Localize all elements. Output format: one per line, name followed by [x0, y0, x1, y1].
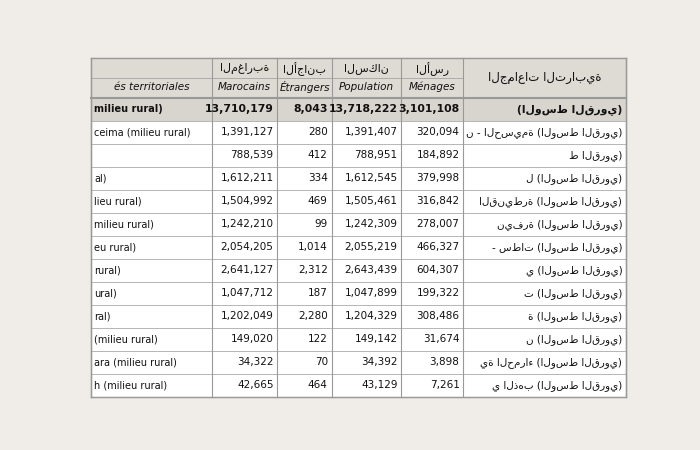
Text: Étrangers: Étrangers	[279, 81, 330, 93]
Text: 34,392: 34,392	[361, 357, 398, 367]
Text: 2,280: 2,280	[298, 311, 328, 321]
Bar	[92, 58, 626, 98]
Text: 1,047,899: 1,047,899	[344, 288, 398, 298]
Text: ي (الوسط القروي): ي (الوسط القروي)	[526, 265, 622, 276]
Text: - سطات (الوسط القروي): - سطات (الوسط القروي)	[491, 242, 622, 253]
Text: ل (الوسط القروي): ل (الوسط القروي)	[526, 173, 622, 184]
Text: 199,322: 199,322	[416, 288, 459, 298]
Text: 1,202,049: 1,202,049	[220, 311, 274, 321]
Text: ara (milieu rural): ara (milieu rural)	[94, 357, 177, 367]
Text: 1,505,461: 1,505,461	[344, 196, 398, 206]
Text: és territoriales: és territoriales	[113, 82, 189, 92]
Text: Ménages: Ménages	[409, 82, 456, 92]
Text: القنيطرة (الوسط القروي): القنيطرة (الوسط القروي)	[480, 196, 622, 207]
Text: lieu rural): lieu rural)	[94, 196, 142, 206]
Text: 280: 280	[308, 127, 328, 137]
Text: eu rural): eu rural)	[94, 242, 136, 252]
Text: ي الذهب (الوسط القروي): ي الذهب (الوسط القروي)	[492, 380, 622, 391]
Text: 2,054,205: 2,054,205	[220, 242, 274, 252]
Text: 1,204,329: 1,204,329	[344, 311, 398, 321]
Text: Population: Population	[339, 82, 394, 92]
Text: ط القروي): ط القروي)	[569, 150, 622, 161]
Text: 1,504,992: 1,504,992	[220, 196, 274, 206]
Text: 2,643,439: 2,643,439	[344, 265, 398, 275]
Text: الأجانب: الأجانب	[283, 62, 326, 76]
Text: (milieu rural): (milieu rural)	[94, 334, 158, 344]
Text: 7,261: 7,261	[430, 380, 459, 390]
Text: 184,892: 184,892	[416, 150, 459, 160]
Text: 34,322: 34,322	[237, 357, 274, 367]
Text: 149,020: 149,020	[230, 334, 274, 344]
Text: milieu rural): milieu rural)	[94, 219, 154, 230]
Text: السكان: السكان	[344, 63, 389, 74]
Text: ية الحمراء (الوسط القروي): ية الحمراء (الوسط القروي)	[480, 357, 622, 368]
Text: 469: 469	[308, 196, 328, 206]
Text: 70: 70	[314, 357, 328, 367]
Text: 31,674: 31,674	[423, 334, 459, 344]
Text: 379,998: 379,998	[416, 173, 459, 183]
Text: الجماعات الترابية: الجماعات الترابية	[488, 72, 601, 84]
Text: 2,641,127: 2,641,127	[220, 265, 274, 275]
Text: الأسر: الأسر	[416, 62, 449, 76]
Text: 1,391,407: 1,391,407	[344, 127, 398, 137]
Text: 187: 187	[308, 288, 328, 298]
Text: 1,612,545: 1,612,545	[344, 173, 398, 183]
Text: 13,710,179: 13,710,179	[204, 104, 274, 114]
Text: ن - الحسيمة (الوسط القروي): ن - الحسيمة (الوسط القروي)	[466, 127, 622, 138]
Text: 464: 464	[308, 380, 328, 390]
Text: rural): rural)	[94, 265, 121, 275]
Text: ceima (milieu rural): ceima (milieu rural)	[94, 127, 191, 137]
Text: 13,718,222: 13,718,222	[328, 104, 398, 114]
Text: 320,094: 320,094	[416, 127, 459, 137]
Bar	[92, 98, 626, 121]
Text: 149,142: 149,142	[354, 334, 398, 344]
Text: 278,007: 278,007	[416, 219, 459, 230]
Text: 788,951: 788,951	[354, 150, 398, 160]
Text: 412: 412	[308, 150, 328, 160]
Text: 122: 122	[308, 334, 328, 344]
Text: 604,307: 604,307	[416, 265, 459, 275]
Text: ت (الوسط القروي): ت (الوسط القروي)	[524, 288, 622, 299]
Text: 1,047,712: 1,047,712	[220, 288, 274, 298]
Text: 1,014: 1,014	[298, 242, 328, 252]
Text: 3,101,108: 3,101,108	[398, 104, 459, 114]
Text: 2,055,219: 2,055,219	[344, 242, 398, 252]
Text: 1,612,211: 1,612,211	[220, 173, 274, 183]
Text: 2,312: 2,312	[298, 265, 328, 275]
Text: 1,242,309: 1,242,309	[344, 219, 398, 230]
Text: نيفرة (الوسط القروي): نيفرة (الوسط القروي)	[496, 219, 622, 230]
Text: h (milieu rural): h (milieu rural)	[94, 380, 167, 390]
Text: al): al)	[94, 173, 107, 183]
Text: (الوسط القروي): (الوسط القروي)	[517, 104, 622, 115]
Text: ة (الوسط القروي): ة (الوسط القروي)	[528, 311, 622, 322]
Text: 42,665: 42,665	[237, 380, 274, 390]
Text: ral): ral)	[94, 311, 111, 321]
Text: 8,043: 8,043	[293, 104, 328, 114]
Text: 788,539: 788,539	[230, 150, 274, 160]
Text: 99: 99	[314, 219, 328, 230]
Text: 1,391,127: 1,391,127	[220, 127, 274, 137]
Text: milieu rural): milieu rural)	[94, 104, 163, 114]
Text: 334: 334	[308, 173, 328, 183]
Text: 316,842: 316,842	[416, 196, 459, 206]
Text: 308,486: 308,486	[416, 311, 459, 321]
Text: ural): ural)	[94, 288, 117, 298]
Text: Marocains: Marocains	[218, 82, 271, 92]
Text: 3,898: 3,898	[430, 357, 459, 367]
Text: 1,242,210: 1,242,210	[220, 219, 274, 230]
Text: المغاربة: المغاربة	[220, 63, 269, 74]
Text: ن (الوسط القروي): ن (الوسط القروي)	[526, 334, 622, 345]
Text: 43,129: 43,129	[361, 380, 398, 390]
Text: 466,327: 466,327	[416, 242, 459, 252]
